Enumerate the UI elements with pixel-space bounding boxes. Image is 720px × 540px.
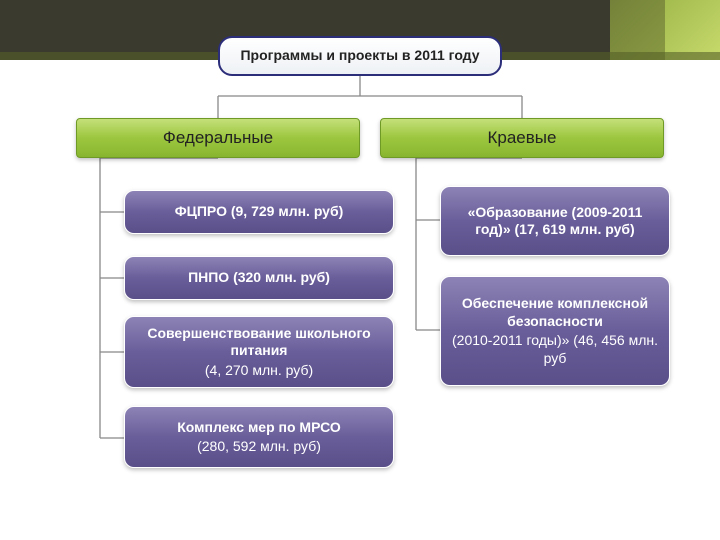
category-left-label: Федеральные xyxy=(163,127,273,148)
right-item-0: «Образование (2009-2011 год)» (17, 619 м… xyxy=(440,186,670,256)
left-item-3: Комплекс мер по МРСО (280, 592 млн. руб) xyxy=(124,406,394,468)
category-right-label: Краевые xyxy=(488,127,557,148)
left-item-2-line1: Совершенствование школьного питания xyxy=(135,325,383,360)
category-right: Краевые xyxy=(380,118,664,158)
root-title: Программы и проекты в 2011 году xyxy=(240,47,479,65)
right-item-1-line1: Обеспечение комплексной безопасности xyxy=(451,295,659,330)
category-left: Федеральные xyxy=(76,118,360,158)
left-item-2: Совершенствование школьного питания (4, … xyxy=(124,316,394,388)
left-item-1: ПНПО (320 млн. руб) xyxy=(124,256,394,300)
right-item-1-line2: (2010-2011 годы)» (46, 456 млн. руб xyxy=(451,332,659,367)
left-item-3-line1: Комплекс мер по МРСО xyxy=(177,419,341,437)
left-item-0-line1: ФЦПРО (9, 729 млн. руб) xyxy=(175,203,344,221)
left-item-2-line2: (4, 270 млн. руб) xyxy=(205,362,313,380)
left-item-1-line1: ПНПО (320 млн. руб) xyxy=(188,269,330,287)
root-box: Программы и проекты в 2011 году xyxy=(218,36,502,76)
right-item-0-line1: «Образование (2009-2011 год)» (17, 619 м… xyxy=(451,204,659,239)
top-accent-2 xyxy=(665,0,720,60)
left-item-3-line2: (280, 592 млн. руб) xyxy=(197,438,321,456)
right-item-1: Обеспечение комплексной безопасности (20… xyxy=(440,276,670,386)
left-item-0: ФЦПРО (9, 729 млн. руб) xyxy=(124,190,394,234)
